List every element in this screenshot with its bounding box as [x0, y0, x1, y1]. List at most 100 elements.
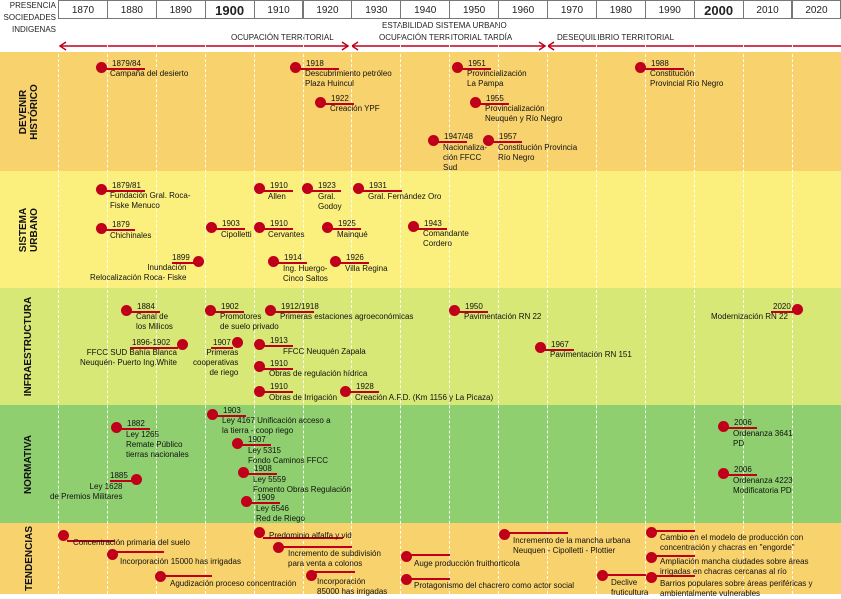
event-year: 1923 — [318, 181, 336, 190]
event-year: 1903 — [222, 219, 240, 228]
decade-1940: 1940 — [400, 0, 450, 19]
event-text: Nacionaliza- ción FFCC Sud — [443, 143, 487, 173]
event-year: 1967 — [551, 340, 569, 349]
event-marker — [353, 183, 364, 194]
event-text: Gral. Fernández Oro — [368, 192, 441, 202]
event-year: 1988 — [651, 59, 669, 68]
event-year: 2006 — [734, 465, 752, 474]
event-text: Ley 6546 Red de Riego — [256, 504, 305, 524]
event-marker — [232, 337, 243, 348]
event-year: 1918 — [306, 59, 324, 68]
event-year: 1910 — [270, 359, 288, 368]
event-text: Ley 5559 Fomento Obras Regulación — [253, 475, 351, 495]
event-text: Primeras estaciones agroeconómicas — [280, 312, 413, 322]
event-text: Villa Regina — [345, 264, 388, 274]
label-infraestructura: INFRAESTRUCTURA — [0, 288, 58, 405]
decade-1870: 1870 — [58, 0, 108, 19]
event-text: Predominio alfalfa y vid — [269, 531, 352, 541]
decade-2020: 2020 — [792, 0, 841, 19]
event-year: 1931 — [369, 181, 387, 190]
event-year: 1910 — [270, 382, 288, 391]
event-year: 1913 — [270, 336, 288, 345]
event-text: Cambio en el modelo de producción con co… — [660, 533, 803, 553]
event-text: FFCC SUD Bahía Blanca Neuquén- Puerto In… — [80, 348, 177, 368]
event-text: Fundación Gral. Roca- Fiske Menuco — [110, 191, 190, 211]
event-underline — [655, 575, 695, 577]
event-year: 1922 — [331, 94, 349, 103]
event-text: Provincialización La Pampa — [467, 69, 527, 89]
event-text: Pavimentación RN 151 — [550, 350, 632, 360]
event-year: 1912/1918 — [281, 302, 319, 311]
decade-gridline — [156, 19, 157, 594]
event-text: Incorporación 85000 has irrigadas — [317, 577, 387, 597]
event-text: Concentración primaria del suelo — [73, 538, 190, 548]
event-text: Obras de Irrigación — [269, 393, 337, 403]
event-year: 1879 — [112, 220, 130, 229]
decade-gridline — [107, 19, 108, 594]
event-marker — [535, 342, 546, 353]
event-year: 1885 — [110, 471, 128, 480]
event-underline — [282, 546, 352, 548]
event-year: 1899 — [172, 253, 190, 262]
event-text: Ley 1265 Remate Público tierras nacional… — [126, 430, 189, 460]
event-text: Ordenanza 4223 Modificatoria PD — [733, 476, 793, 496]
decade-gridline — [743, 19, 744, 594]
event-text: Primeras cooperativas de riego — [193, 348, 238, 378]
event-underline — [410, 554, 450, 556]
event-text: Incremento de la mancha urbana Neuquen -… — [513, 536, 630, 556]
event-text: Cervantes — [268, 230, 304, 240]
decade-1920: 1920 — [303, 0, 353, 19]
event-year: 1903 — [223, 406, 241, 415]
event-marker — [646, 552, 657, 563]
event-text: FFCC Neuquén Zapala — [283, 347, 366, 357]
event-text: Constitución Provincial Río Negro — [650, 69, 723, 89]
event-year: 1928 — [356, 382, 374, 391]
decade-gridline — [58, 19, 59, 594]
event-year: 1925 — [338, 219, 356, 228]
event-year: 1910 — [270, 219, 288, 228]
event-underline — [315, 571, 355, 573]
event-marker — [646, 527, 657, 538]
event-year: 1882 — [127, 419, 145, 428]
decade-1990: 1990 — [645, 0, 695, 19]
decade-1970: 1970 — [547, 0, 597, 19]
decade-1900: 1900 — [205, 0, 255, 19]
decade-gridline — [645, 19, 646, 594]
decade-2010: 2010 — [743, 0, 793, 19]
event-year: 1896-1902 — [132, 338, 170, 347]
event-year: 1943 — [424, 219, 442, 228]
event-year: 1910 — [270, 181, 288, 190]
event-marker — [499, 529, 510, 540]
event-year: 1957 — [499, 132, 517, 141]
event-text: Ley 1628 de Premios Militares — [50, 482, 122, 502]
event-marker — [646, 572, 657, 583]
event-text: Mainqué — [337, 230, 368, 240]
event-year: 1902 — [221, 302, 239, 311]
event-underline — [116, 551, 164, 553]
label-tendencias: TENDENCIAS — [0, 523, 58, 594]
event-text: Constitución Provincia Río Negro — [498, 143, 577, 163]
event-marker — [131, 474, 142, 485]
label-normativa: NORMATIVA — [0, 405, 58, 523]
event-text: Declive fruticultura — [611, 578, 648, 598]
event-text: Incremento de subdivisión para venta a c… — [288, 549, 381, 569]
event-text: Inundación Relocalización Roca- Fiske — [90, 263, 186, 283]
event-text: Campaña del desierto — [110, 69, 188, 79]
decade-gridline — [400, 19, 401, 594]
event-year: 2006 — [734, 418, 752, 427]
event-year: 1950 — [465, 302, 483, 311]
decade-1910: 1910 — [254, 0, 304, 19]
event-underline — [164, 575, 212, 577]
event-text: Creación YPF — [330, 104, 380, 114]
event-year: 1914 — [284, 253, 302, 262]
decade-gridline — [254, 19, 255, 594]
decade-1950: 1950 — [449, 0, 499, 19]
event-text: Ampliación mancha ciudades sobre áreas i… — [660, 557, 809, 577]
event-year: 1907 — [248, 435, 266, 444]
event-text: Protagonismo del chacrero como actor soc… — [414, 581, 574, 591]
decade-1980: 1980 — [596, 0, 646, 19]
event-text: Agudización proceso concentración — [170, 579, 296, 589]
event-text: Creación A.F.D. (Km 1156 y La Picaza) — [355, 393, 493, 403]
period-arrows — [0, 40, 841, 52]
